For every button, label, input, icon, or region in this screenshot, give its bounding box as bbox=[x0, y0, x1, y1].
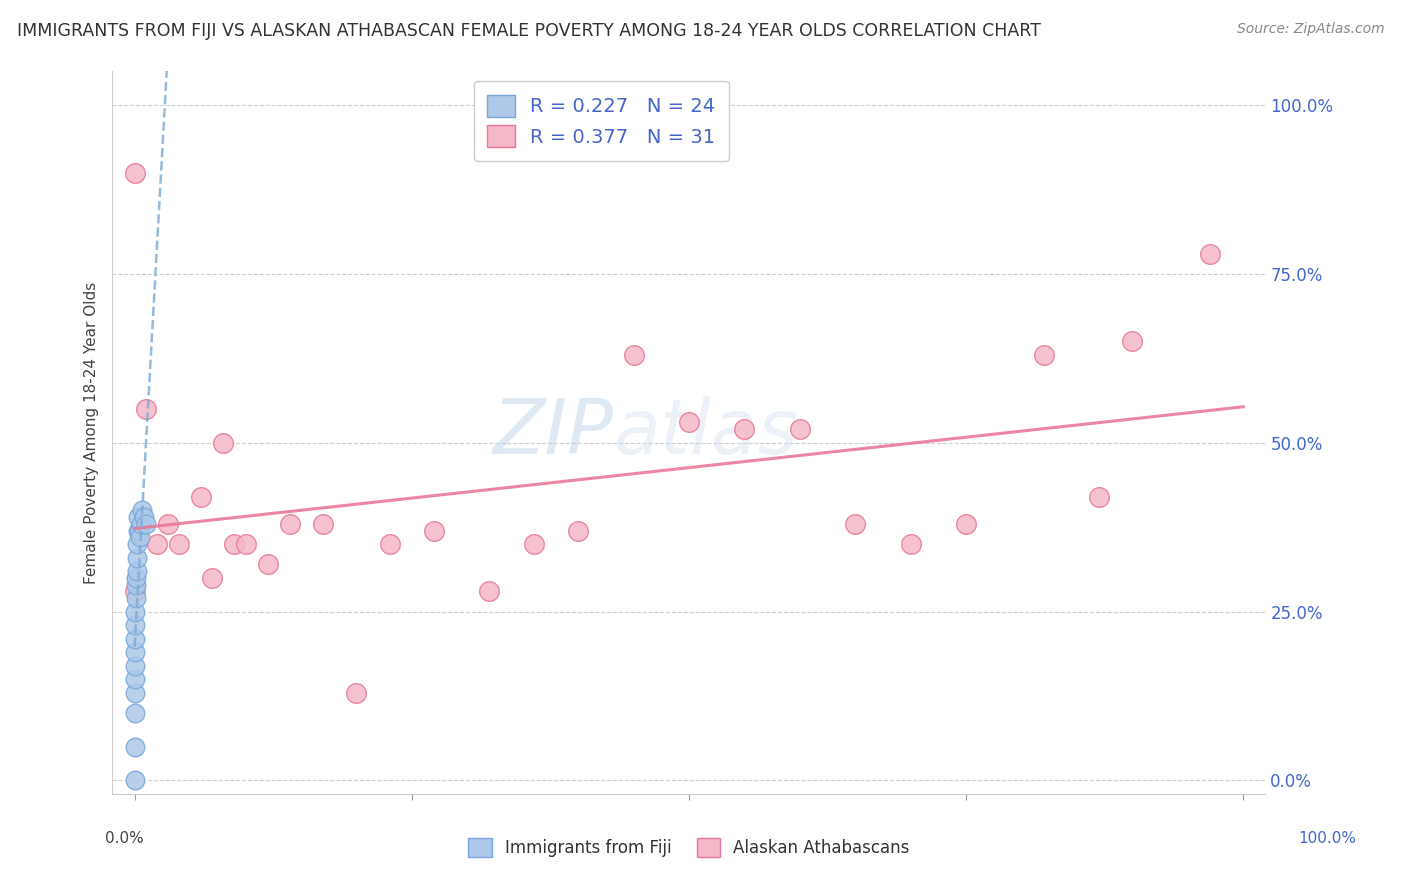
Point bbox=[127, 524, 149, 538]
Text: 0.0%: 0.0% bbox=[105, 831, 145, 846]
Point bbox=[124, 166, 146, 180]
Point bbox=[1088, 490, 1111, 504]
Point bbox=[567, 524, 589, 538]
Point bbox=[135, 402, 157, 417]
Text: IMMIGRANTS FROM FIJI VS ALASKAN ATHABASCAN FEMALE POVERTY AMONG 18-24 YEAR OLDS : IMMIGRANTS FROM FIJI VS ALASKAN ATHABASC… bbox=[17, 22, 1040, 40]
Text: atlas: atlas bbox=[614, 396, 799, 469]
Point bbox=[955, 516, 977, 531]
Point bbox=[125, 577, 148, 591]
Point bbox=[900, 537, 922, 551]
Point bbox=[256, 558, 278, 572]
Point bbox=[124, 632, 146, 646]
Point bbox=[146, 537, 169, 551]
Point bbox=[124, 584, 146, 599]
Point bbox=[623, 348, 645, 362]
Point bbox=[378, 537, 401, 551]
Point bbox=[128, 524, 150, 538]
Point bbox=[135, 516, 157, 531]
Point bbox=[678, 416, 700, 430]
Point bbox=[235, 537, 257, 551]
Point bbox=[844, 516, 866, 531]
Point bbox=[124, 685, 146, 699]
Point bbox=[125, 591, 148, 605]
Point bbox=[733, 422, 755, 436]
Point bbox=[129, 530, 152, 544]
Point bbox=[167, 537, 190, 551]
Point bbox=[124, 739, 146, 754]
Point bbox=[478, 584, 501, 599]
Point bbox=[201, 571, 224, 585]
Text: Source: ZipAtlas.com: Source: ZipAtlas.com bbox=[1237, 22, 1385, 37]
Point bbox=[344, 685, 367, 699]
Point bbox=[131, 503, 153, 517]
Point bbox=[127, 510, 149, 524]
Y-axis label: Female Poverty Among 18-24 Year Olds: Female Poverty Among 18-24 Year Olds bbox=[83, 282, 98, 583]
Point bbox=[224, 537, 246, 551]
Point bbox=[125, 571, 148, 585]
Point bbox=[1121, 334, 1143, 349]
Point bbox=[124, 706, 146, 720]
Point bbox=[1199, 246, 1222, 260]
Point bbox=[212, 435, 235, 450]
Point bbox=[124, 672, 146, 686]
Legend: Immigrants from Fiji, Alaskan Athabascans: Immigrants from Fiji, Alaskan Athabascan… bbox=[457, 826, 921, 869]
Point bbox=[132, 510, 155, 524]
Point bbox=[278, 516, 301, 531]
Point bbox=[156, 516, 179, 531]
Point bbox=[124, 605, 146, 619]
Point bbox=[124, 645, 146, 659]
Point bbox=[1032, 348, 1054, 362]
Point bbox=[125, 537, 148, 551]
Point bbox=[789, 422, 811, 436]
Point bbox=[423, 524, 446, 538]
Text: ZIP: ZIP bbox=[494, 396, 614, 469]
Point bbox=[125, 564, 148, 578]
Text: 100.0%: 100.0% bbox=[1299, 831, 1357, 846]
Point bbox=[124, 658, 146, 673]
Point bbox=[523, 537, 546, 551]
Point bbox=[124, 618, 146, 632]
Point bbox=[125, 550, 148, 565]
Point bbox=[124, 773, 146, 788]
Point bbox=[129, 516, 153, 531]
Point bbox=[312, 516, 335, 531]
Point bbox=[190, 490, 212, 504]
